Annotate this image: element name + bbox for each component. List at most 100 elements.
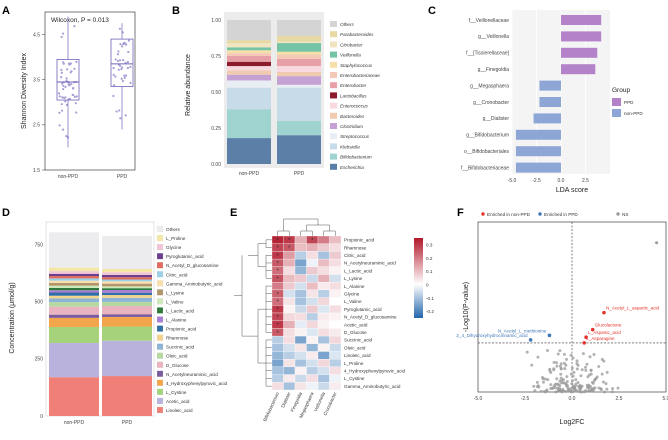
panel-d-legend-swatch [156, 225, 164, 233]
panel-e-cell [306, 382, 319, 391]
panel-d-bar-segment [49, 276, 99, 279]
panel-d-bar-segment [49, 295, 99, 299]
panel-b-legend-label: Klebsiella [340, 144, 360, 149]
panel-a-point [121, 66, 124, 69]
panel-b-legend-label: Bifidobacterium [340, 155, 372, 160]
panel-c-legend-label: PPD [624, 100, 634, 105]
panel-e-cell [317, 297, 330, 306]
panel-c-legend-title: Group [612, 87, 630, 94]
panel-d-bar-segment [49, 302, 99, 307]
panel-a-point [62, 87, 65, 91]
panel-b-bar-segment [277, 84, 321, 88]
panel-a-point [129, 81, 132, 85]
panel-e-cell [283, 343, 296, 352]
panel-e-cell [317, 251, 330, 260]
panel-a-point [126, 66, 129, 70]
panel-f-point-ns [541, 380, 545, 384]
panel-b-legend-swatch [330, 21, 337, 27]
panel-e-row-label: Linoleic_acid [344, 353, 371, 358]
panel-f-point-ns [611, 387, 615, 391]
panel-f-point-ns [563, 367, 567, 371]
panel-e-cell [317, 266, 330, 275]
panel-b-legend-label: Enterococcus [340, 104, 369, 109]
panel-d-bar-segment [49, 282, 99, 286]
panel-b-legend-swatch [330, 163, 337, 170]
panel-c-bar [539, 97, 561, 107]
panel-e-colorscale-tick: 0.2 [426, 256, 433, 261]
panel-a-point [116, 53, 120, 56]
panel-a-point [112, 73, 115, 76]
panel-a-point [72, 93, 75, 97]
panel-a-point [112, 84, 116, 87]
panel-a-point [58, 124, 61, 127]
panel-a-box [56, 59, 80, 101]
panel-f-point-ns [562, 352, 566, 356]
panel-d-bar-segment [102, 283, 152, 287]
panel-b-bar-segment [277, 66, 321, 72]
panel-d-legend-swatch [156, 262, 164, 269]
panel-b-legend-swatch [330, 123, 337, 129]
panel-e-cell [329, 274, 342, 283]
panel-a-letter: A [2, 5, 10, 17]
panel-a-point [60, 103, 63, 106]
panel-f-point-ns [575, 367, 579, 371]
panel-e-significance-mark: * [288, 246, 290, 252]
panel-d-bar-segment [102, 286, 152, 289]
panel-d-bar-segment [49, 326, 99, 343]
panel-b-bar-segment [277, 35, 321, 42]
panel-f-point-ns [559, 362, 563, 366]
panel-d-legend-label: L_Lactic_acid [166, 308, 195, 313]
panel-d-legend-swatch [156, 253, 164, 260]
panel-f-point-ns [584, 368, 588, 372]
panel-f-point-significant [582, 341, 587, 345]
panel-d-legend-label: L_Cystine [166, 390, 187, 395]
panel-f-point-ns [569, 353, 573, 357]
panel-e-row-labels: Propionic_acid Rhamnose Citric_acid N_Acety… [344, 238, 405, 389]
panel-b-legend-label: Escherichia [340, 165, 364, 170]
panel-c-bar-label: f__Bifidobacteriaceae [461, 165, 509, 171]
panel-b-bar-segment [277, 51, 321, 55]
panel-d-legend-swatch [156, 316, 164, 323]
panel-f-point-ns [576, 380, 580, 384]
panel-e-row-dendrogram [234, 239, 272, 387]
panel-e-row-label: L_Proline [344, 361, 364, 366]
panel-c-legend-label: non-PPD [624, 111, 643, 116]
panel-e-cell [283, 359, 296, 368]
panel-d-bar-segment [49, 285, 99, 288]
panel-e-cell [306, 374, 319, 383]
panel-d-legend-swatch [156, 379, 164, 386]
panel-f-point-ns [573, 388, 577, 392]
panel-c-xtick-label: -5.0 [508, 178, 517, 184]
panel-f-point-ns [549, 383, 553, 387]
panel-b-bar-segment [227, 66, 271, 71]
panel-e-cell [317, 366, 330, 375]
panel-e-cell [283, 328, 296, 337]
panel-a-ylabel: Shannon Diversity Index [21, 53, 28, 129]
panel-e-cell [294, 274, 307, 283]
panel-c-bar-label: g__Finegoldia [478, 67, 510, 73]
panel-d-yticks: 0 250 500 750 [35, 243, 44, 420]
panel-f-xtick-label: -5.0 [474, 396, 483, 402]
panel-f-point-ns [593, 386, 597, 390]
panel-a-point [61, 128, 65, 131]
panel-f-point-ns [585, 383, 589, 387]
panel-e-cell [306, 243, 319, 252]
panel-f-point-ns [525, 350, 529, 354]
panel-f-point-ns [600, 372, 604, 376]
panel-d-legend-swatch [156, 234, 164, 242]
panel-e-cell [294, 266, 307, 275]
panel-e-cell [329, 297, 342, 306]
panel-a-point [73, 24, 76, 28]
panel-a-point [112, 94, 115, 98]
panel-e-row-label: Gamma_Aminobutyric_acid [344, 384, 401, 389]
panel-f-point-ns [530, 363, 534, 367]
panel-f-point-ns [560, 378, 564, 382]
panel-e-cell [294, 235, 307, 244]
panel-a-point [65, 79, 68, 82]
panel-e-cell [317, 335, 330, 344]
panel-d-legend-label: L_Lysine [166, 290, 185, 295]
panel-e-significance-mark: * [277, 246, 279, 252]
panel-f-point-ns [589, 368, 593, 372]
panel-a-point [64, 96, 67, 99]
panel-c-labels: f__Veillonellaceae g__Veillonella f__[Tiss… [461, 18, 510, 172]
